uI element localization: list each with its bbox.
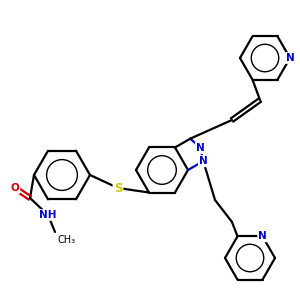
Text: N: N bbox=[199, 156, 208, 166]
Text: O: O bbox=[11, 183, 20, 193]
Text: CH₃: CH₃ bbox=[58, 235, 76, 245]
Text: N: N bbox=[196, 143, 205, 153]
Text: NH: NH bbox=[39, 210, 57, 220]
Text: S: S bbox=[114, 182, 122, 194]
Text: N: N bbox=[258, 231, 267, 241]
Text: N: N bbox=[286, 53, 294, 63]
